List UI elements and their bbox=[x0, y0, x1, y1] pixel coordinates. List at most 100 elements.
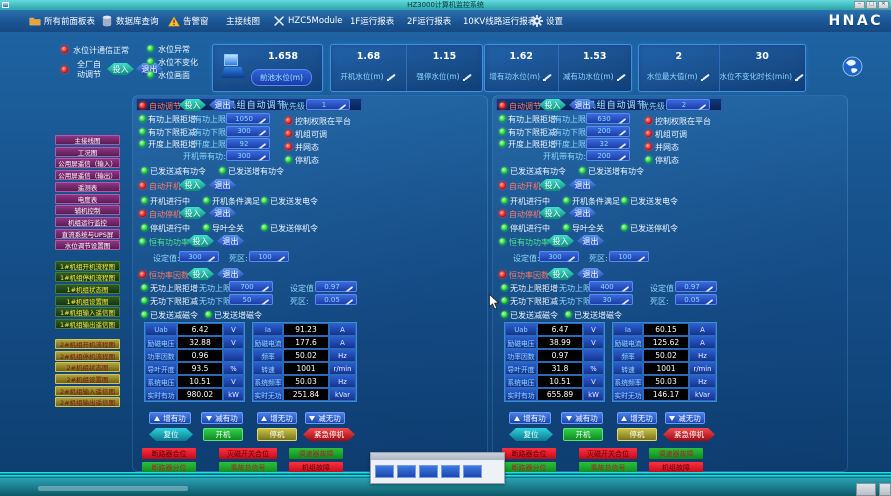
gv-upper-field[interactable]: 92 bbox=[226, 138, 270, 149]
edit-pencil-icon[interactable] bbox=[386, 72, 397, 82]
const-p-in-button[interactable]: 投入 bbox=[547, 235, 574, 247]
screen-thumbnail[interactable] bbox=[463, 465, 482, 478]
edit-pencil-icon[interactable] bbox=[261, 296, 271, 305]
priority-field[interactable]: 2 bbox=[666, 99, 710, 110]
sidebar-unit2-2[interactable]: 2#机组停机流程图 bbox=[55, 350, 120, 361]
edit-pencil-icon[interactable] bbox=[621, 283, 631, 292]
edit-pencil-icon[interactable] bbox=[345, 296, 355, 305]
edit-pencil-icon[interactable] bbox=[618, 152, 628, 161]
edit-pencil-icon[interactable] bbox=[345, 283, 355, 292]
p-upper-field[interactable]: 630 bbox=[586, 113, 630, 124]
sidebar-common-6[interactable]: 电度表 bbox=[55, 193, 120, 204]
const-p-deadband-field[interactable]: 100 bbox=[249, 251, 289, 262]
pf-deadband-field[interactable]: 0.05 bbox=[675, 294, 717, 305]
menu-item-7[interactable]: 2F运行报表 bbox=[407, 10, 451, 32]
menu-item-1[interactable]: 所有前面板表 bbox=[28, 10, 95, 32]
sidebar-unit2-1[interactable]: 2#机组开机流程图 bbox=[55, 338, 120, 349]
pf-setval-field[interactable]: 0.97 bbox=[675, 281, 717, 292]
auto-stop-out-button[interactable]: 退出 bbox=[209, 207, 236, 219]
p-lower-field[interactable]: 300 bbox=[226, 125, 270, 137]
edit-pencil-icon[interactable] bbox=[258, 115, 268, 124]
maximize-button[interactable]: □ bbox=[866, 1, 877, 9]
screen-thumbnail[interactable] bbox=[375, 465, 394, 478]
const-p-setval-field[interactable]: 300 bbox=[539, 251, 579, 262]
sidebar-common-7[interactable]: 辅机控制 bbox=[55, 205, 120, 216]
auto-reg-in-button[interactable]: 投入 bbox=[539, 99, 566, 111]
increase-reactive-power-button[interactable]: 增无功 bbox=[257, 412, 297, 424]
menu-item-5[interactable]: HZC5Module bbox=[272, 10, 342, 32]
auto-start-out-button[interactable]: 退出 bbox=[569, 179, 596, 191]
sidebar-unit2-3[interactable]: 2#机组状态图 bbox=[55, 362, 120, 373]
const-pf-in-button[interactable]: 投入 bbox=[187, 268, 214, 280]
screen-thumbnail[interactable] bbox=[419, 465, 438, 478]
const-p-setval-field[interactable]: 300 bbox=[179, 251, 219, 262]
const-p-out-button[interactable]: 退出 bbox=[217, 235, 244, 247]
priority-field[interactable]: 1 bbox=[306, 99, 350, 110]
sidebar-unit1-2[interactable]: 1#机组停机流程图 bbox=[55, 272, 120, 283]
decrease-active-power-button[interactable]: 减有功 bbox=[201, 412, 243, 424]
sidebar-common-10[interactable]: 水位调节设置图 bbox=[55, 240, 120, 251]
menu-item-9[interactable]: 设置 bbox=[530, 10, 563, 32]
menu-item-6[interactable]: 1F运行报表 bbox=[350, 10, 394, 32]
auto-stop-out-button[interactable]: 退出 bbox=[569, 207, 596, 219]
reset-button[interactable]: 复位 bbox=[509, 428, 553, 441]
sidebar-common-9[interactable]: 直流系统与UPS屏 bbox=[55, 228, 120, 239]
edit-pencil-icon[interactable] bbox=[621, 296, 631, 305]
increase-active-power-button[interactable]: 增有功 bbox=[509, 412, 551, 424]
sidebar-unit1-4[interactable]: 1#机组设置图 bbox=[55, 295, 120, 306]
increase-reactive-power-button[interactable]: 增无功 bbox=[617, 412, 657, 424]
thumbnail-preview-window[interactable] bbox=[370, 452, 505, 484]
auto-start-in-button[interactable]: 投入 bbox=[179, 179, 206, 191]
start-power-field[interactable]: 300 bbox=[226, 150, 270, 161]
tray-window-button[interactable] bbox=[856, 483, 876, 496]
sidebar-common-1[interactable]: 主接线图 bbox=[55, 135, 120, 145]
sidebar-unit2-6[interactable]: 2#机组输出遥信图 bbox=[55, 397, 120, 408]
sidebar-common-2[interactable]: 工况图 bbox=[55, 146, 120, 157]
emergency-stop-button[interactable]: 紧急停机 bbox=[663, 428, 715, 441]
pf-setval-field[interactable]: 0.97 bbox=[315, 281, 357, 292]
edit-pencil-icon[interactable] bbox=[277, 253, 287, 262]
auto-stop-in-button[interactable]: 投入 bbox=[539, 207, 566, 219]
auto-start-out-button[interactable]: 退出 bbox=[209, 179, 236, 191]
menu-item-4[interactable]: 主接线图 bbox=[226, 10, 260, 32]
decrease-reactive-power-button[interactable]: 减无功 bbox=[665, 412, 705, 424]
edit-pencil-icon[interactable] bbox=[616, 72, 627, 82]
sidebar-common-8[interactable]: 机组运行监控 bbox=[55, 216, 120, 227]
pf-deadband-field[interactable]: 0.05 bbox=[315, 294, 357, 305]
edit-pencil-icon[interactable] bbox=[618, 128, 628, 137]
menu-item-8[interactable]: 10KV线路运行报表 bbox=[463, 10, 536, 32]
edit-pencil-icon[interactable] bbox=[637, 253, 647, 262]
edit-pencil-icon[interactable] bbox=[705, 296, 715, 305]
gv-upper-field[interactable]: 32 bbox=[586, 138, 630, 149]
edit-pencil-icon[interactable] bbox=[705, 283, 715, 292]
decrease-reactive-power-button[interactable]: 减无功 bbox=[305, 412, 345, 424]
q-lower-field[interactable]: 50 bbox=[229, 294, 273, 305]
q-lower-field[interactable]: 30 bbox=[589, 294, 633, 305]
increase-active-power-button[interactable]: 增有功 bbox=[149, 412, 191, 424]
reset-button[interactable]: 复位 bbox=[149, 428, 193, 441]
edit-pencil-icon[interactable] bbox=[543, 72, 553, 82]
stop-unit-button[interactable]: 停机 bbox=[617, 428, 657, 441]
const-p-in-button[interactable]: 投入 bbox=[187, 235, 214, 247]
sidebar-unit1-1[interactable]: 1#机组开机流程图 bbox=[55, 260, 120, 271]
q-upper-field[interactable]: 400 bbox=[589, 281, 633, 292]
edit-pencil-icon[interactable] bbox=[618, 140, 628, 149]
sidebar-unit1-3[interactable]: 1#机组状态图 bbox=[55, 283, 120, 294]
edit-pencil-icon[interactable] bbox=[698, 101, 708, 110]
close-button[interactable]: ✕ bbox=[878, 1, 889, 9]
edit-pencil-icon[interactable] bbox=[567, 253, 577, 262]
edit-pencil-icon[interactable] bbox=[261, 283, 271, 292]
edit-pencil-icon[interactable] bbox=[258, 152, 268, 161]
sidebar-common-5[interactable]: 遥测表 bbox=[55, 181, 120, 192]
auto-stop-in-button[interactable]: 投入 bbox=[179, 207, 206, 219]
edit-pencil-icon[interactable] bbox=[700, 72, 711, 82]
edit-pencil-icon[interactable] bbox=[618, 115, 628, 124]
p-lower-field[interactable]: 200 bbox=[586, 125, 630, 137]
start-power-field[interactable]: 200 bbox=[586, 150, 630, 161]
auto-start-in-button[interactable]: 投入 bbox=[539, 179, 566, 191]
auto-reg-out-button[interactable]: 退出 bbox=[209, 99, 236, 111]
plant-auto-out-button[interactable]: 退出 bbox=[136, 63, 163, 75]
sidebar-unit1-5[interactable]: 1#机组输入遥信图 bbox=[55, 307, 120, 318]
q-upper-field[interactable]: 700 bbox=[229, 281, 273, 292]
sidebar-unit2-4[interactable]: 2#机组设置图 bbox=[55, 373, 120, 384]
